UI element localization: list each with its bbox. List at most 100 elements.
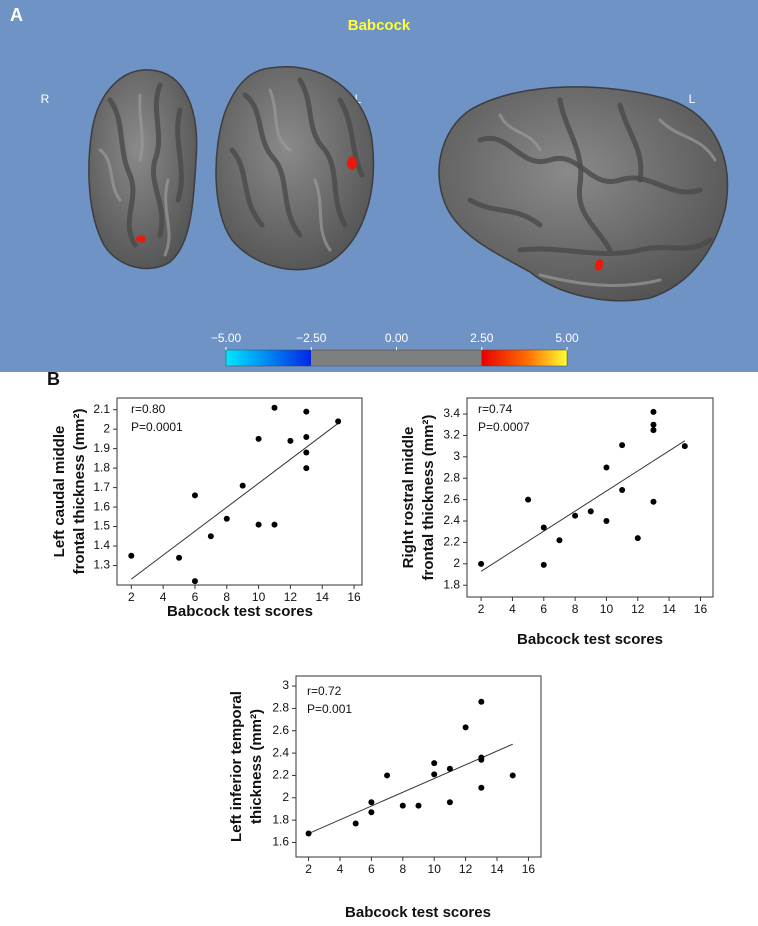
data-point: [540, 561, 547, 568]
y-tick-label: 1.7: [93, 480, 110, 494]
data-point: [619, 442, 626, 449]
data-point: [303, 465, 310, 472]
data-point: [572, 512, 579, 519]
x-tick-label: 12: [631, 602, 645, 616]
x-axis-title: Babcock test scores: [167, 603, 313, 620]
x-tick-label: 2: [128, 590, 135, 604]
x-tick-label: 14: [316, 590, 330, 604]
data-point: [303, 449, 310, 456]
data-point: [681, 443, 688, 450]
data-point: [303, 433, 310, 440]
y-tick-label: 2: [453, 556, 460, 570]
x-tick-label: 4: [509, 602, 516, 616]
hemisphere-label: L: [689, 92, 696, 106]
y-tick-label: 3: [453, 449, 460, 463]
y-tick-label: 1.8: [93, 460, 110, 474]
y-tick-label: 3: [282, 678, 289, 692]
y-tick-label: 2.8: [272, 701, 289, 715]
plot-frame: [116, 397, 363, 586]
colorbar-tick-label: 2.50: [470, 331, 494, 345]
brain-view: [88, 69, 198, 270]
data-point: [478, 560, 485, 567]
data-point: [271, 521, 278, 528]
data-point: [431, 771, 438, 778]
x-tick-label: 12: [459, 862, 473, 876]
data-point: [207, 533, 214, 540]
x-tick-label: 4: [160, 590, 167, 604]
panel-label: B: [47, 369, 60, 389]
data-point: [509, 772, 516, 779]
y-axis-title: frontal thickness (mm²): [420, 415, 437, 581]
data-point: [431, 760, 438, 767]
colorbar-tick-label: 0.00: [385, 331, 409, 345]
panel-label: A: [10, 5, 23, 25]
y-tick-label: 2.6: [272, 723, 289, 737]
y-tick-label: 2.2: [443, 535, 460, 549]
stat-annotation: P=0.001: [307, 702, 352, 716]
x-tick-label: 14: [662, 602, 676, 616]
y-tick-label: 1.6: [93, 499, 110, 513]
data-point: [619, 487, 626, 494]
x-axis-title: Babcock test scores: [517, 631, 663, 648]
data-point: [368, 809, 375, 816]
y-tick-label: 1.5: [93, 519, 110, 533]
x-tick-label: 8: [399, 862, 406, 876]
y-axis-title: Left inferior temporal: [228, 691, 245, 842]
data-point: [352, 820, 359, 827]
panel-title: Babcock: [348, 17, 411, 34]
x-tick-label: 10: [600, 602, 614, 616]
plot-frame: [466, 397, 714, 598]
fit-line: [131, 422, 339, 580]
x-tick-label: 10: [252, 590, 266, 604]
y-tick-label: 2: [282, 790, 289, 804]
y-axis-title: Right rostral middle: [400, 427, 417, 569]
data-point: [478, 784, 485, 791]
x-axis-title: Babcock test scores: [345, 904, 491, 921]
data-point: [415, 802, 422, 809]
data-point: [634, 535, 641, 542]
data-point: [399, 802, 406, 809]
x-tick-label: 16: [694, 602, 708, 616]
y-axis-title: Left caudal middle: [51, 426, 68, 558]
data-point: [303, 408, 310, 415]
y-axis-title: frontal thickness (mm²): [71, 409, 88, 575]
y-tick-label: 2.8: [443, 470, 460, 484]
x-tick-label: 14: [490, 862, 504, 876]
y-tick-label: 1.4: [93, 538, 110, 552]
stat-annotation: r=0.74: [478, 402, 513, 416]
data-point: [462, 724, 469, 731]
data-point: [255, 435, 262, 442]
data-point: [176, 554, 183, 561]
data-point: [603, 464, 610, 471]
data-point: [239, 482, 246, 489]
plot-frame: [295, 675, 542, 858]
fit-line: [480, 440, 686, 572]
stat-annotation: r=0.72: [307, 684, 342, 698]
y-tick-label: 1.8: [272, 812, 289, 826]
x-tick-label: 8: [572, 602, 579, 616]
x-tick-label: 10: [428, 862, 442, 876]
data-point: [223, 515, 230, 522]
data-point: [650, 408, 657, 415]
colorbar-tick-label: −5.00: [211, 331, 242, 345]
x-tick-label: 16: [347, 590, 361, 604]
data-point: [191, 492, 198, 499]
data-point: [335, 418, 342, 425]
hemisphere-label: R: [41, 92, 50, 106]
data-point: [384, 772, 391, 779]
stat-annotation: P=0.0001: [131, 420, 183, 434]
x-tick-label: 4: [337, 862, 344, 876]
x-tick-label: 6: [368, 862, 375, 876]
y-tick-label: 2.4: [443, 513, 460, 527]
y-tick-label: 1.3: [93, 558, 110, 572]
data-point: [191, 578, 198, 585]
data-point: [128, 552, 135, 559]
data-point: [446, 765, 453, 772]
colorbar-tick-label: −2.50: [296, 331, 327, 345]
data-point: [305, 830, 312, 837]
y-tick-label: 1.9: [93, 441, 110, 455]
colorbar: [225, 349, 568, 367]
data-point: [478, 756, 485, 763]
x-tick-label: 6: [540, 602, 547, 616]
